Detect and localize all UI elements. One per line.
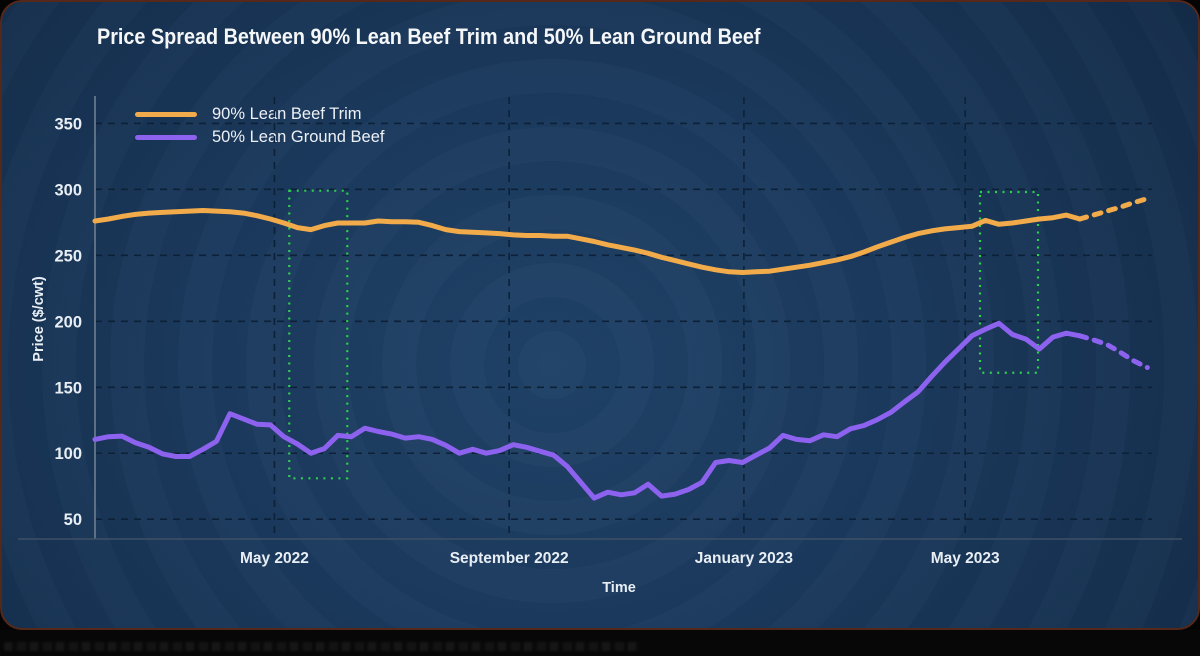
series-90-lean-beef-trim [92, 208, 1083, 275]
series-90-lean-beef-trim-projection [1077, 196, 1150, 222]
y-tick-label-300: 300 [54, 181, 82, 199]
chart-svg: 50 100 150 200 250 300 350 May 2022 September 20… [18, 96, 1182, 567]
legend-label: 90% Lean Beef Trim [212, 105, 362, 123]
chart-card: Price Spread Between 90% Lean Beef Trim … [0, 0, 1200, 630]
legend-item-50-lean-ground-beef: 50% Lean Ground Beef [135, 126, 384, 149]
legend: 90% Lean Beef Trim 50% Lean Ground Beef [135, 103, 384, 149]
legend-item-90-lean-beef-trim: 90% Lean Beef Trim [135, 103, 384, 126]
bottom-bar [0, 630, 1200, 656]
x-tick-label-january-2023: January 2023 [695, 550, 794, 567]
y-tick-label-150: 150 [54, 379, 82, 397]
x-tick-label-may-2022: May 2022 [240, 550, 309, 567]
legend-label: 50% Lean Ground Beef [212, 128, 385, 146]
legend-swatch-purple [135, 135, 197, 140]
illegible-caption-smudge [4, 642, 640, 651]
series-50-lean-ground-beef-projection [1077, 333, 1150, 370]
y-tick-label-100: 100 [54, 445, 82, 463]
series-50-lean-ground-beef [92, 320, 1083, 501]
y-tick-label-250: 250 [54, 247, 82, 265]
x-tick-label-september-2022: September 2022 [450, 550, 569, 567]
y-tick-label-50: 50 [64, 511, 82, 529]
chart-title: Price Spread Between 90% Lean Beef Trim … [97, 24, 761, 49]
x-tick-label-may-2023: May 2023 [931, 550, 1000, 567]
y-tick-label-350: 350 [54, 115, 82, 133]
x-axis-title: Time [602, 580, 636, 596]
y-tick-label-200: 200 [54, 313, 82, 331]
legend-swatch-orange [135, 112, 197, 117]
